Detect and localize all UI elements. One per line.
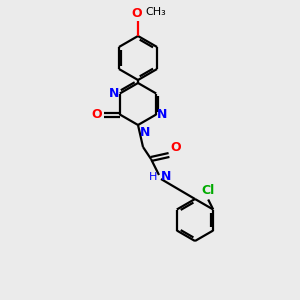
Text: H: H (149, 172, 157, 182)
Text: O: O (132, 7, 142, 20)
Text: N: N (108, 87, 119, 100)
Text: O: O (91, 108, 102, 121)
Text: O: O (170, 141, 181, 154)
Text: N: N (161, 170, 171, 184)
Text: N: N (140, 126, 150, 139)
Text: N: N (157, 108, 168, 121)
Text: CH₃: CH₃ (145, 7, 166, 17)
Text: Cl: Cl (202, 184, 215, 197)
